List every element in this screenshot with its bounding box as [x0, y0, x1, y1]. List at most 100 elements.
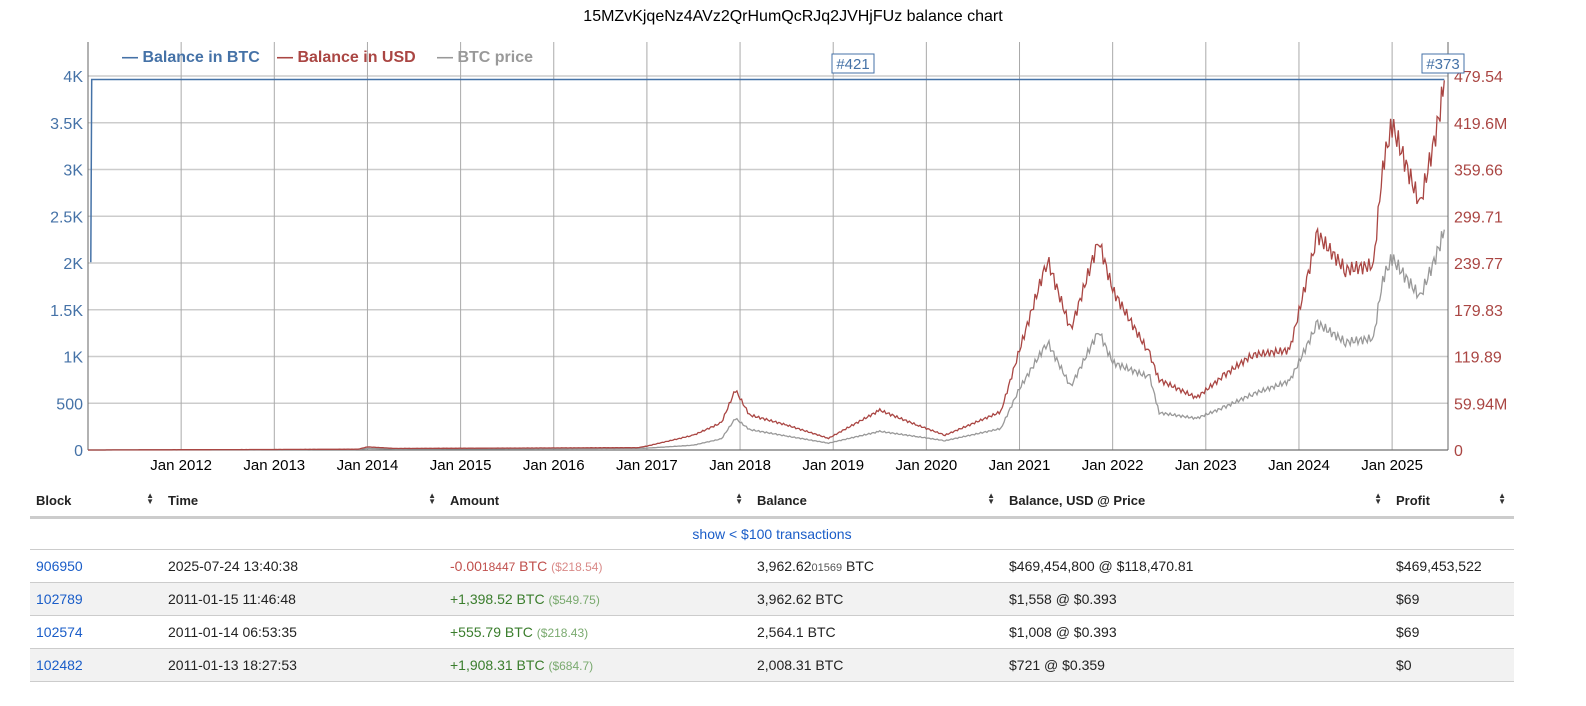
amount-cell: +555.79 BTC ($218.43)	[444, 615, 751, 649]
x-tick-label: Jan 2016	[523, 457, 585, 474]
column-header[interactable]: Profit ▲ ▼	[1390, 485, 1514, 519]
y-right-tick-label: 179.83	[1454, 303, 1503, 320]
block-link[interactable]: 906950	[36, 558, 83, 574]
y-right-tick-label: 239.77	[1454, 256, 1503, 273]
legend-item-btc-balance[interactable]: — Balance in BTC	[122, 49, 260, 66]
chart-title: 15MZvKjqeNz4AVz2QrHumQcRJq2JVHjFUz balan…	[583, 8, 1003, 25]
block-link[interactable]: 102482	[36, 657, 83, 673]
legend-item-btc-price[interactable]: — BTC price	[437, 49, 533, 66]
balance-unit: BTC	[811, 591, 844, 607]
y-right-tick-label: 359.66	[1454, 163, 1503, 180]
btc-balance-line	[90, 78, 1445, 263]
balance-unit: BTC	[842, 558, 874, 574]
y-right-tick-label: 119.89	[1454, 350, 1502, 367]
y-left-tick-label: 3.5K	[50, 116, 83, 133]
x-tick-label: Jan 2020	[895, 457, 957, 474]
y-left-tick-label: 1K	[63, 350, 83, 367]
y-left-tick-label: 0	[74, 443, 83, 460]
balance-cell: 3,962.62 BTC	[751, 582, 1003, 616]
column-header-label: Amount	[450, 493, 500, 508]
amount-usd: ($218.54)	[551, 560, 603, 574]
balance-usd-cell: $1,008 @ $0.393	[1003, 615, 1390, 649]
balance-main: 2,008.31	[757, 657, 812, 673]
time-cell: 2025-07-24 13:40:38	[162, 549, 444, 583]
column-header[interactable]: Amount ▲ ▼	[444, 485, 751, 519]
amount-unit: BTC	[512, 657, 549, 673]
x-tick-label: Jan 2021	[989, 457, 1051, 474]
x-tick-label: Jan 2024	[1268, 457, 1330, 474]
time-cell: 2011-01-13 18:27:53	[162, 648, 444, 682]
x-tick-label: Jan 2014	[337, 457, 399, 474]
sort-icon[interactable]: ▲ ▼	[1498, 491, 1506, 506]
y-left-tick-label: 4K	[63, 69, 83, 86]
show-small-transactions-link[interactable]: show < $100 transactions	[692, 526, 852, 542]
balance-usd-cell: $469,454,800 @ $118,470.81	[1003, 549, 1390, 583]
sort-icon[interactable]: ▲ ▼	[987, 491, 995, 506]
y-left-tick-label: 500	[56, 396, 83, 413]
x-tick-label: Jan 2018	[709, 457, 771, 474]
column-header-label: Time	[168, 493, 199, 508]
profit-cell: $469,453,522	[1390, 549, 1514, 583]
sort-icon[interactable]: ▲ ▼	[146, 491, 154, 506]
balance-unit: BTC	[811, 657, 844, 673]
y-right-tick-label: 479.54	[1454, 69, 1503, 86]
amount-main: +555.79	[450, 624, 501, 640]
amount-main: +1,908.31	[450, 657, 513, 673]
amount-usd: ($549.75)	[548, 593, 600, 607]
table-row: 102789 2011-01-15 11:46:48 +1,398.52 BTC…	[30, 582, 1514, 616]
sort-icon[interactable]: ▲ ▼	[735, 491, 743, 506]
x-tick-label: Jan 2012	[150, 457, 212, 474]
column-header[interactable]: Time ▲ ▼	[162, 485, 444, 519]
y-right-tick-label: 59.94M	[1454, 396, 1507, 413]
y-right-tick-label: 0	[1454, 443, 1463, 460]
annotation-box	[1421, 53, 1465, 74]
column-header[interactable]: Balance ▲ ▼	[751, 485, 1003, 519]
amount-main: +1,398.52	[450, 591, 513, 607]
profit-cell: $69	[1390, 582, 1514, 616]
y-left-tick-label: 2.5K	[50, 209, 83, 226]
column-header[interactable]: Balance, USD @ Price ▲ ▼	[1003, 485, 1390, 519]
column-header-label: Balance, USD @ Price	[1009, 493, 1146, 508]
table-row: 102482 2011-01-13 18:27:53 +1,908.31 BTC…	[30, 648, 1514, 682]
table-row: 906950 2025-07-24 13:40:38 -0.0018447 BT…	[30, 549, 1514, 583]
balance-main: 2,564.1	[757, 624, 804, 640]
annotation-box	[831, 53, 875, 74]
amount-cell: -0.0018447 BTC ($218.54)	[444, 549, 751, 583]
x-tick-label: Jan 2025	[1361, 457, 1423, 474]
x-tick-label: Jan 2019	[802, 457, 864, 474]
transactions-table: Block ▲ ▼ Time ▲ ▼ Amount ▲ ▼ Balance ▲ ▼ Balance, U…	[30, 485, 1514, 682]
balance-usd-cell: $721 @ $0.359	[1003, 648, 1390, 682]
balance-chart: 0 0 500 59.94M 1K 119.89 1.5K 179.83 2K 239.77 2.5…	[50, 42, 1507, 474]
y-left-tick-label: 3K	[63, 163, 83, 180]
y-right-tick-label: 299.71	[1454, 209, 1503, 226]
y-left-tick-label: 1.5K	[50, 303, 83, 320]
block-link[interactable]: 102789	[36, 591, 83, 607]
time-cell: 2011-01-15 11:46:48	[162, 582, 444, 616]
annotation-label: #373	[1426, 56, 1459, 73]
profit-cell: $69	[1390, 615, 1514, 649]
sort-icon[interactable]: ▲ ▼	[1374, 491, 1382, 506]
y-right-tick-label: 419.6M	[1454, 116, 1507, 133]
x-tick-label: Jan 2017	[616, 457, 678, 474]
amount-unit: BTC	[515, 558, 552, 574]
balance-main: 3,962.62	[757, 591, 812, 607]
table-row: 102574 2011-01-14 06:53:35 +555.79 BTC (…	[30, 615, 1514, 649]
balance-cell: 2,564.1 BTC	[751, 615, 1003, 649]
column-header[interactable]: Block ▲ ▼	[30, 485, 162, 519]
x-tick-label: Jan 2022	[1082, 457, 1144, 474]
balance-usd-cell: $1,558 @ $0.393	[1003, 582, 1390, 616]
legend-item-usd-balance[interactable]: — Balance in USD	[277, 49, 416, 66]
x-tick-label: Jan 2015	[430, 457, 492, 474]
sort-icon[interactable]: ▲ ▼	[428, 491, 436, 506]
column-header-label: Profit	[1396, 493, 1430, 508]
amount-main: -0.00	[450, 558, 482, 574]
block-link[interactable]: 102574	[36, 624, 83, 640]
amount-usd: ($684.7)	[548, 659, 594, 673]
y-left-tick-label: 2K	[63, 256, 83, 273]
usd-balance-line	[88, 80, 1445, 451]
balance-main: 3,962.62	[757, 558, 812, 574]
amount-unit: BTC	[512, 591, 549, 607]
column-header-label: Balance	[757, 493, 807, 508]
balance-small-digits: 01569	[811, 562, 843, 574]
x-tick-label: Jan 2013	[243, 457, 305, 474]
